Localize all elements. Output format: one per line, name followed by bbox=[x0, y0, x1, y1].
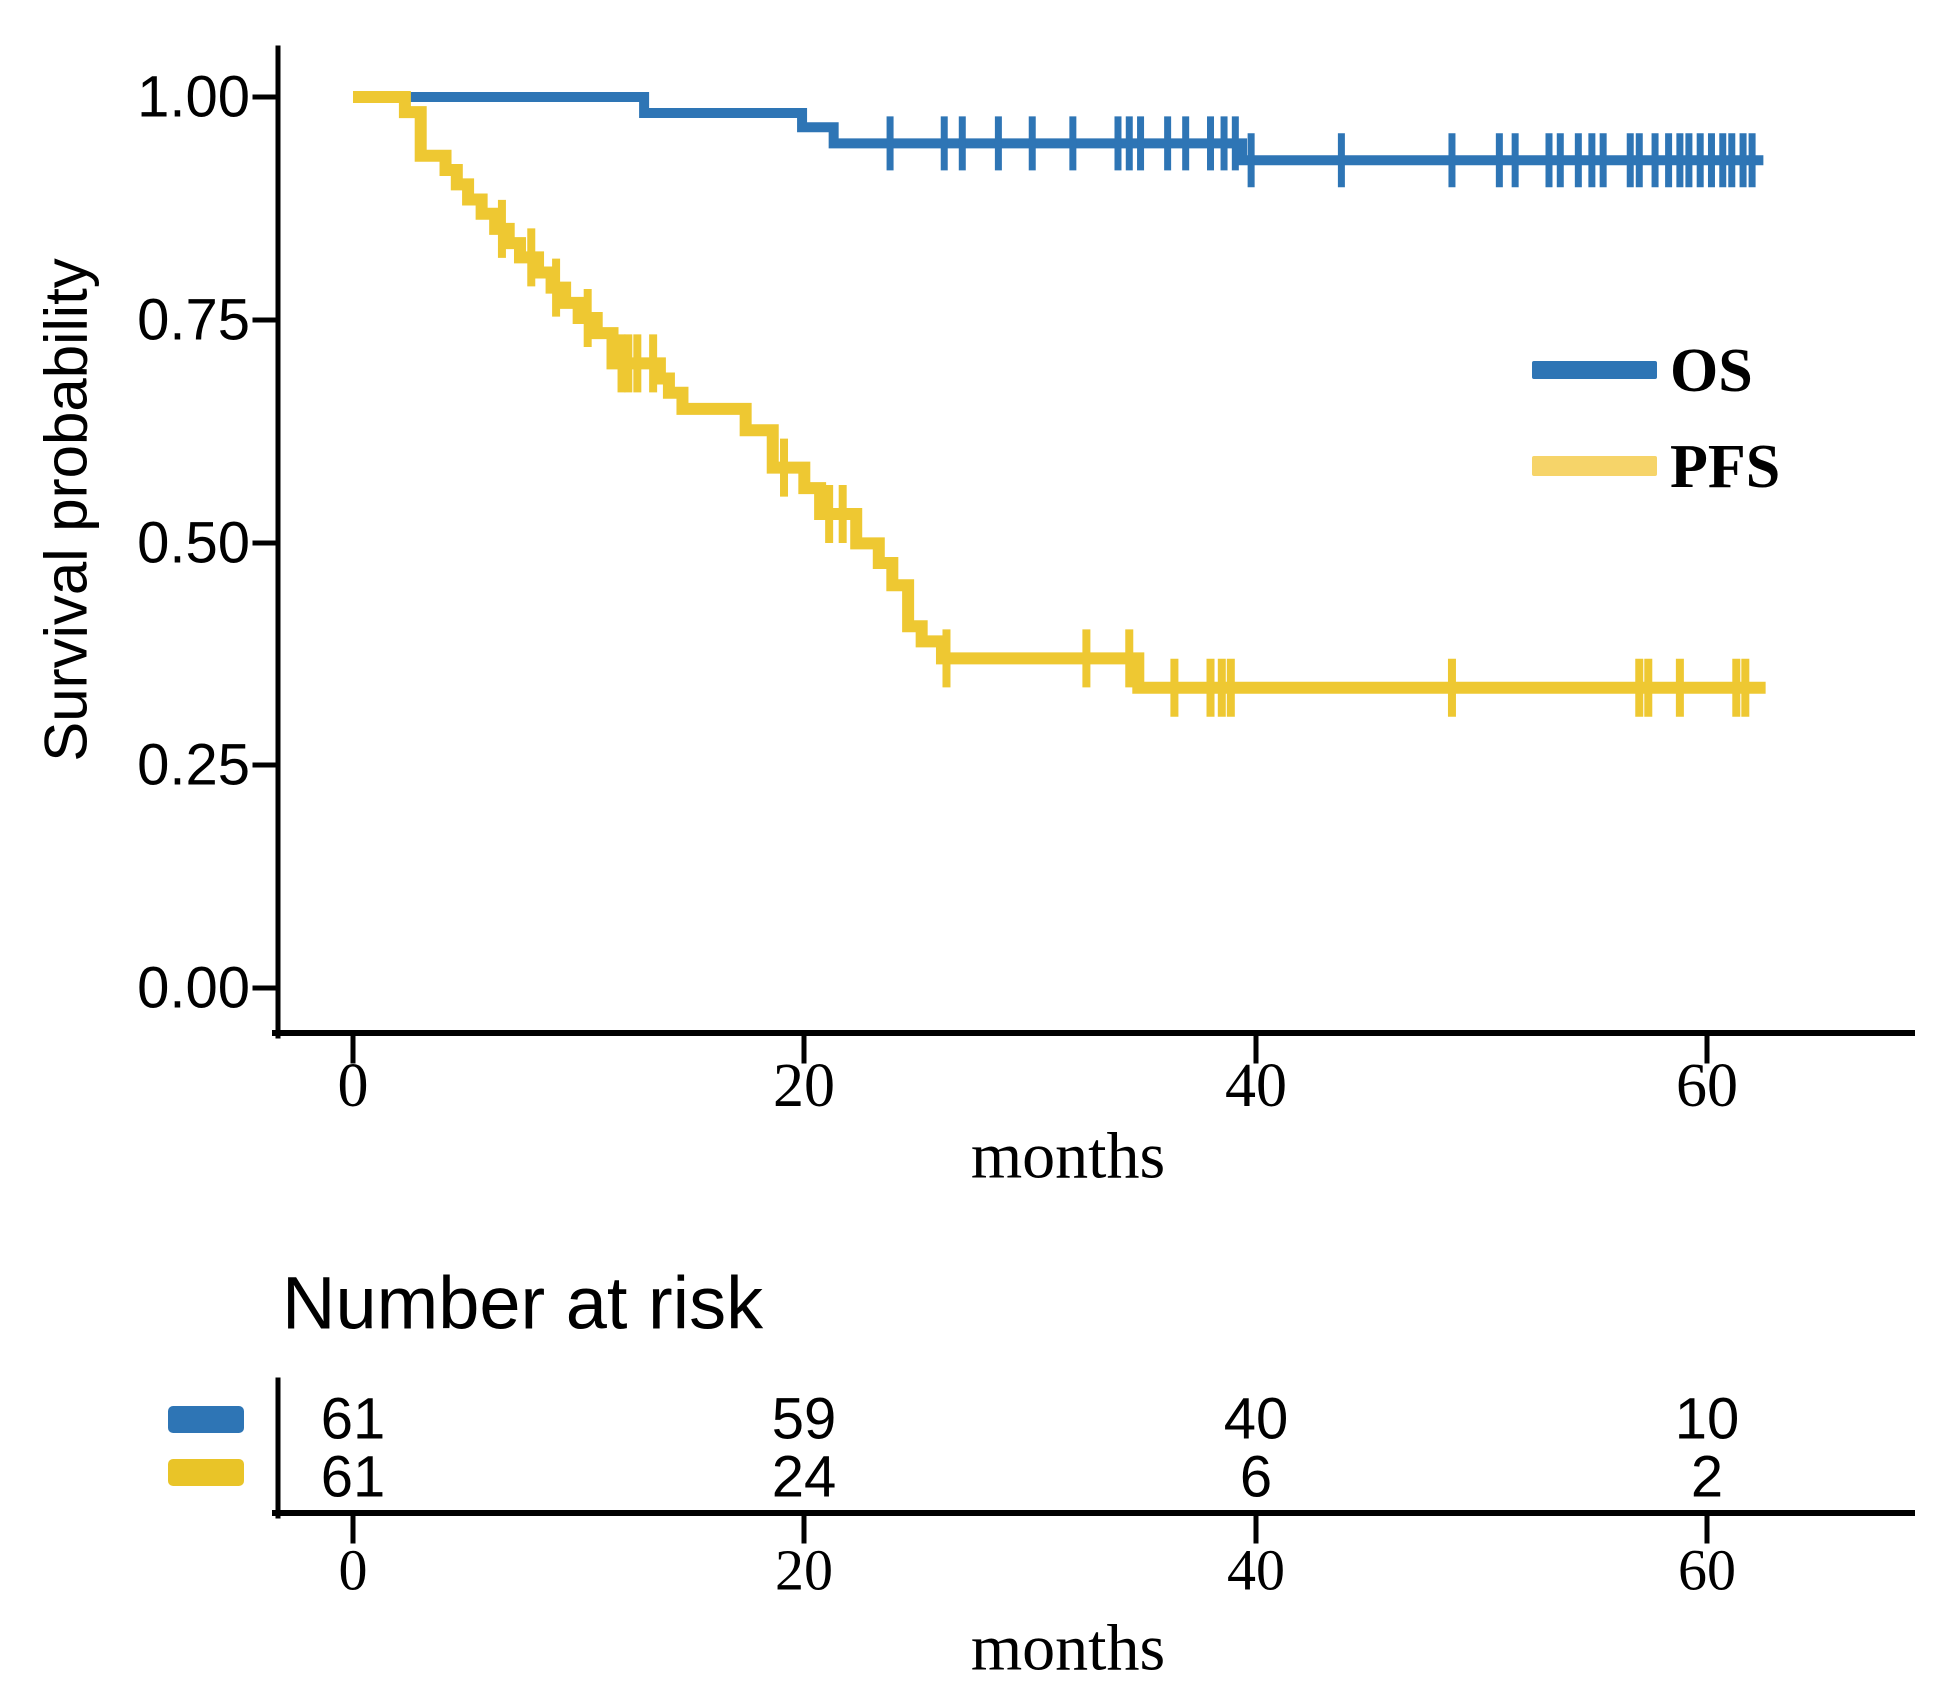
risk-table-title: Number at risk bbox=[282, 1262, 764, 1345]
risk-row-os-swatch bbox=[168, 1406, 244, 1433]
pfs-curve-path bbox=[353, 91, 1766, 694]
y-tick-label: 0.75 bbox=[137, 288, 250, 353]
x-tick-label: 0 bbox=[338, 1052, 369, 1120]
risk-os-count: 61 bbox=[321, 1387, 386, 1452]
y-tick-label: 0.25 bbox=[137, 733, 250, 798]
risk-row-pfs-swatch bbox=[168, 1459, 244, 1486]
os-curve-path bbox=[353, 92, 1764, 166]
legend-os-swatch bbox=[1532, 361, 1657, 379]
legend-pfs-swatch bbox=[1532, 456, 1657, 476]
risk-pfs-count: 6 bbox=[1240, 1445, 1272, 1510]
y-tick-label: 1.00 bbox=[137, 65, 250, 130]
plot-legend: OS PFS bbox=[1532, 337, 1780, 501]
risk-x-tick-label: 20 bbox=[775, 1538, 833, 1603]
risk-pfs-count: 24 bbox=[772, 1445, 837, 1510]
risk-table: Number at risk 61 59 40 10 61 24 6 2 0 2… bbox=[168, 1262, 1915, 1685]
risk-os-count: 59 bbox=[772, 1387, 837, 1452]
y-axis-title: Survival probability bbox=[33, 258, 100, 762]
risk-os-count: 40 bbox=[1224, 1387, 1289, 1452]
risk-pfs-count: 61 bbox=[321, 1445, 386, 1510]
risk-pfs-count: 2 bbox=[1691, 1445, 1723, 1510]
risk-x-tick-label: 0 bbox=[339, 1538, 368, 1603]
survival-curves bbox=[353, 91, 1766, 717]
x-tick-label: 60 bbox=[1676, 1052, 1738, 1120]
x-tick-label: 20 bbox=[773, 1052, 835, 1120]
main-plot-axes: 1.00 0.75 0.50 0.25 0.00 0 20 40 60 Surv… bbox=[33, 45, 1915, 1193]
risk-x-axis-title: months bbox=[971, 1612, 1165, 1685]
legend-pfs-label: PFS bbox=[1670, 433, 1780, 501]
risk-x-tick-label: 40 bbox=[1227, 1538, 1285, 1603]
risk-x-tick-label: 60 bbox=[1678, 1538, 1736, 1603]
risk-os-count: 10 bbox=[1675, 1387, 1740, 1452]
x-tick-label: 40 bbox=[1225, 1052, 1287, 1120]
y-tick-label: 0.00 bbox=[137, 956, 250, 1021]
y-tick-label: 0.50 bbox=[137, 511, 250, 576]
legend-os-label: OS bbox=[1670, 337, 1753, 405]
x-axis-title: months bbox=[971, 1120, 1165, 1193]
